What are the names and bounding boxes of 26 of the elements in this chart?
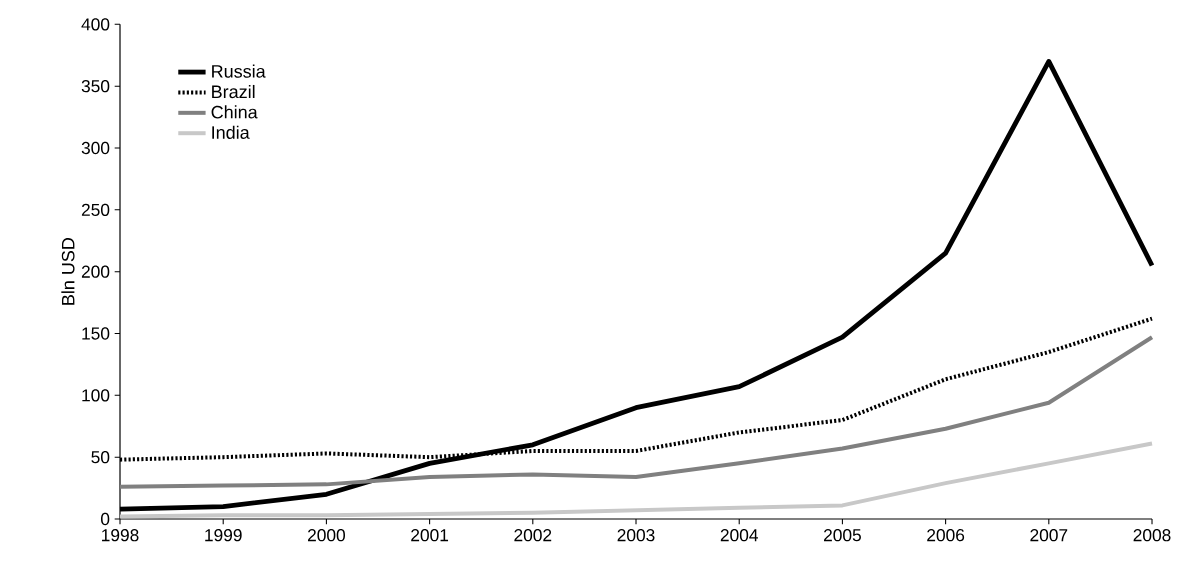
y-tick-label: 350: [81, 80, 110, 93]
legend-label: India: [212, 125, 250, 139]
x-tick-label: 2006: [927, 529, 965, 542]
x-tick-label: 2003: [617, 529, 655, 542]
legend-label: Brazil: [212, 84, 255, 99]
y-tick-label: 100: [82, 389, 110, 402]
x-tick-label: 2004: [720, 529, 758, 542]
legend-label: Russia: [212, 64, 266, 78]
y-tick-label: 250: [81, 203, 110, 216]
x-tick-label: 2005: [824, 529, 861, 542]
y-tick-label: 150: [82, 327, 110, 340]
y-axis-title: Bln USD: [61, 238, 75, 305]
y-tick-label: 50: [91, 451, 110, 464]
x-tick-label: 2008: [1133, 529, 1171, 542]
y-tick-label: 400: [81, 18, 110, 31]
x-tick-label: 2000: [308, 529, 346, 542]
x-tick-label: 1998: [102, 529, 139, 542]
legend-label: China: [211, 105, 258, 119]
y-tick-label: 200: [81, 265, 110, 278]
line-series: [118, 335, 1155, 489]
x-tick-label: 2007: [1030, 529, 1068, 542]
x-tick-label: 1999: [205, 529, 242, 542]
y-tick-label: 0: [101, 512, 110, 526]
y-tick-label: 300: [81, 141, 110, 155]
x-tick-label: 2001: [411, 529, 449, 542]
x-tick-label: 2002: [514, 529, 552, 542]
